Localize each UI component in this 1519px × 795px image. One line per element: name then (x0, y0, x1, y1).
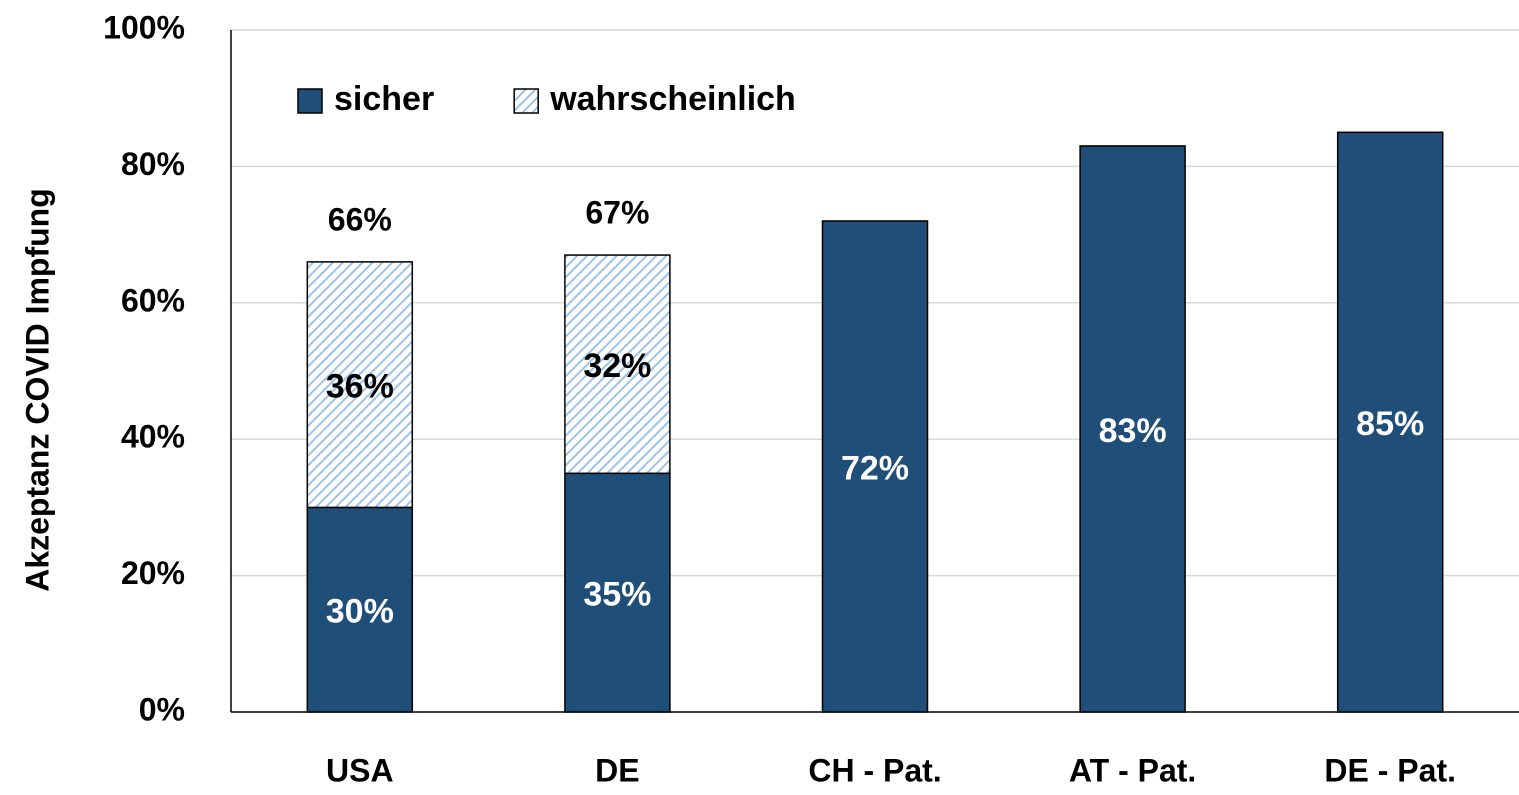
data-label: 35% (583, 576, 651, 614)
data-label: 72% (841, 449, 909, 487)
y-axis-label: Akzeptanz COVID Impfung (19, 188, 55, 592)
bar-segment (306, 506, 414, 713)
total-label: 66% (328, 201, 392, 237)
x-tick-label: DE (595, 752, 639, 788)
legend-label: sicher (334, 80, 434, 118)
y-tick-label: 40% (121, 419, 185, 455)
legend-swatch (513, 88, 539, 114)
y-tick-label: 60% (121, 282, 185, 318)
x-tick-label: AT - Pat. (1069, 752, 1196, 788)
x-tick-label: CH - Pat. (808, 752, 941, 788)
bar-segment (564, 472, 671, 713)
data-label: 85% (1356, 405, 1424, 443)
y-tick-label: 20% (121, 555, 185, 591)
x-tick-label: USA (326, 752, 394, 788)
data-label: 36% (326, 368, 394, 406)
y-tick-label: 100% (103, 9, 185, 45)
bar-segment (821, 220, 929, 713)
bar-segment (306, 261, 414, 509)
legend-swatch (297, 88, 323, 114)
legend-label: wahrscheinlich (549, 80, 796, 118)
bar-segment (1336, 131, 1444, 713)
bar-segment (564, 254, 671, 475)
total-label: 67% (585, 195, 649, 231)
data-label: 30% (326, 593, 394, 631)
x-tick-label: DE - Pat. (1324, 752, 1456, 788)
y-tick-label: 0% (139, 691, 185, 727)
data-label: 83% (1099, 412, 1167, 450)
y-tick-label: 80% (121, 146, 185, 182)
bar-segment (1079, 145, 1186, 713)
data-label: 32% (583, 347, 651, 385)
